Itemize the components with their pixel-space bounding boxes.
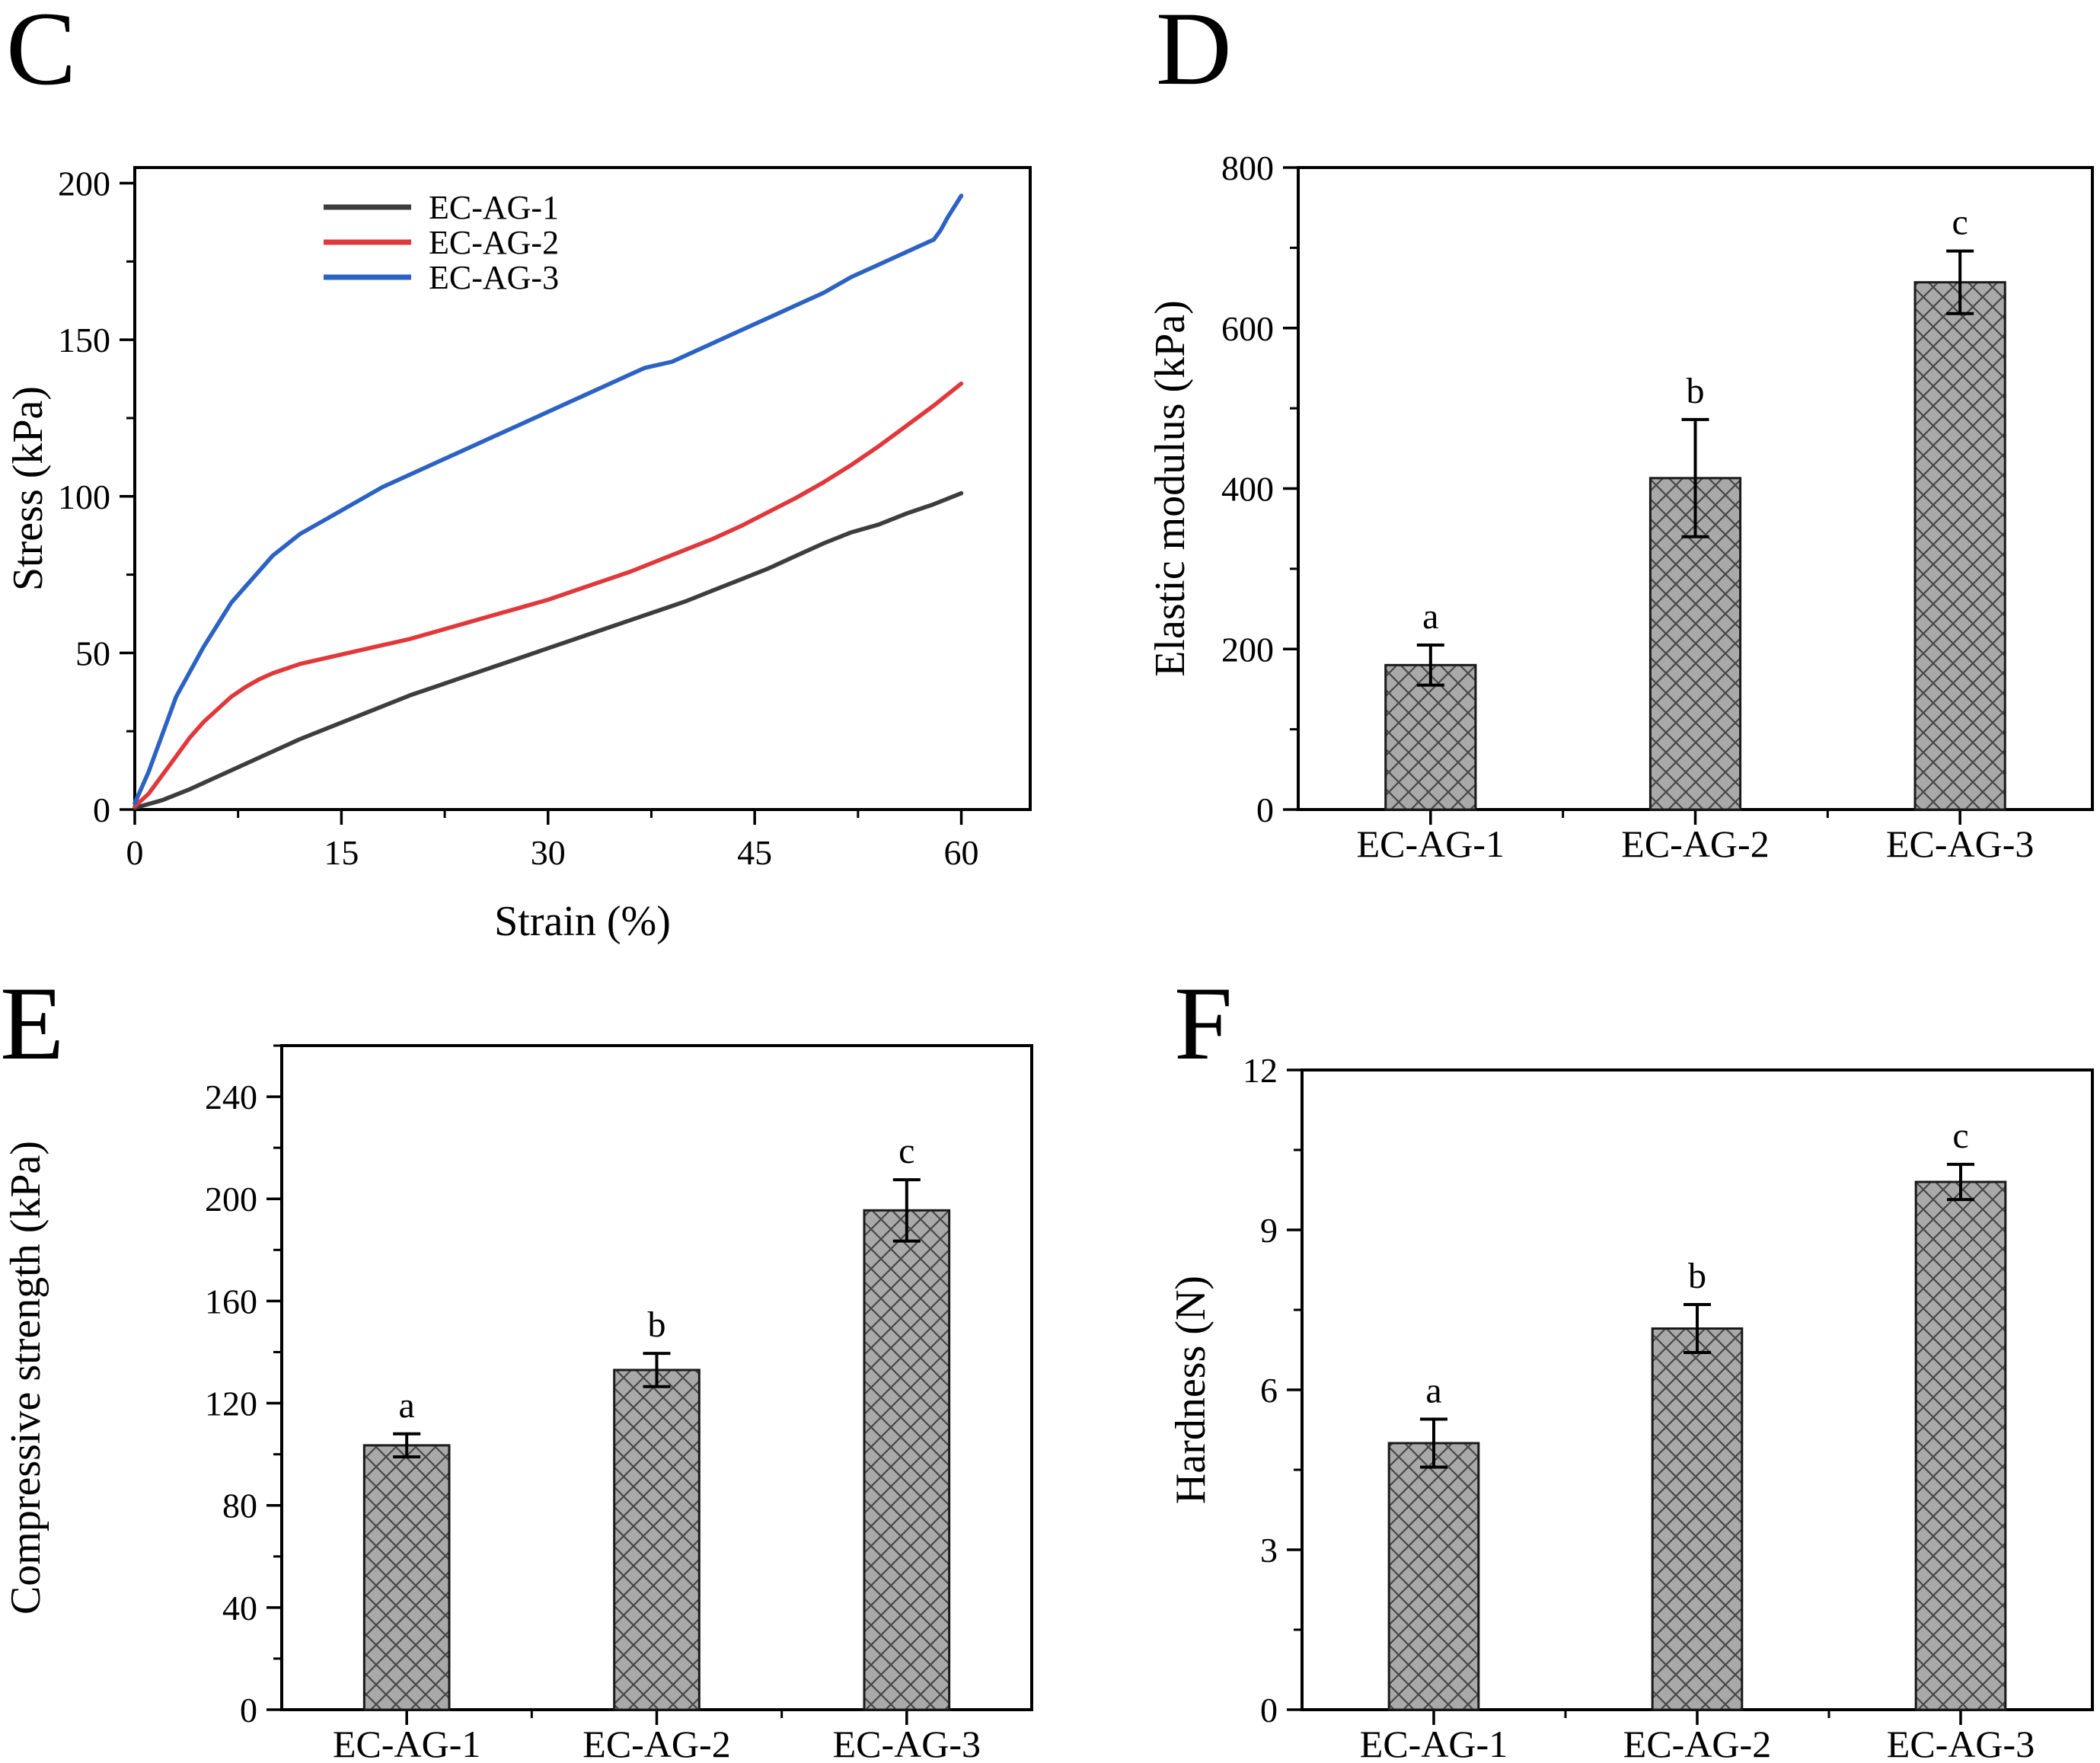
category-label: EC-AG-2	[1623, 1723, 1771, 1763]
y-tick-label: 9	[1260, 1211, 1278, 1250]
y-tick-label: 100	[58, 477, 110, 516]
error-bar-EC-AG-1	[1416, 643, 1444, 687]
y-tick-label: 0	[93, 790, 110, 829]
series-line-EC-AG-2	[132, 381, 964, 809]
y-tick-label: 240	[205, 1078, 257, 1116]
series-line-EC-AG-1	[132, 490, 964, 810]
bar-EC-AG-3	[863, 1209, 951, 1711]
significance-letter: a	[399, 1385, 415, 1426]
y-tick-label: 200	[1221, 630, 1274, 669]
category-label: EC-AG-1	[333, 1723, 480, 1763]
bar-EC-AG-3	[1913, 281, 2006, 811]
panel-label-c: C	[6, 0, 77, 107]
panel-label-e: E	[0, 965, 65, 1081]
bar-EC-AG-2	[613, 1369, 701, 1711]
y-axis: 0 3 6 9 12	[1243, 1051, 1302, 1729]
y-tick-label: 150	[58, 321, 110, 359]
x-axis: EC-AG-1 EC-AG-2 EC-AG-3	[333, 1710, 981, 1763]
series-line-EC-AG-3	[132, 193, 964, 806]
error-bar-EC-AG-3	[1947, 1162, 1974, 1202]
category-label: EC-AG-3	[1887, 1723, 2035, 1763]
elastic-modulus-bar-chart: 0 200 400 600 800 Elastic modulus (kPa) EC-AG-…	[1147, 149, 2094, 865]
stress-strain-line-chart: 0 50 100 150 200 Stress (kPa) 0 15 30 45 60 Strain …	[5, 164, 1032, 945]
error-bar-EC-AG-1	[1420, 1417, 1447, 1469]
significance-letter: b	[1688, 1256, 1706, 1296]
y-axis: 0 40 80 120 160 200 240	[205, 1044, 282, 1729]
category-label: EC-AG-1	[1360, 1723, 1508, 1763]
y-tick-label: 400	[1221, 470, 1274, 509]
y-axis-title: Elastic modulus (kPa)	[1147, 300, 1194, 677]
y-tick-label: 12	[1243, 1051, 1278, 1090]
y-axis-title: Stress (kPa)	[5, 386, 52, 591]
error-bar-EC-AG-3	[892, 1178, 921, 1243]
x-axis: 0 15 30 45 60	[126, 810, 979, 872]
legend-label-EC-AG-3: EC-AG-3	[429, 259, 559, 296]
y-tick-label: 6	[1260, 1371, 1278, 1410]
x-tick-label: 30	[531, 833, 566, 872]
legend: EC-AG-1EC-AG-2EC-AG-3	[324, 189, 559, 296]
significance-letter: c	[1952, 203, 1968, 243]
y-tick-label: 80	[222, 1487, 257, 1525]
error-bar-EC-AG-1	[393, 1432, 421, 1458]
panel-label-f: F	[1174, 965, 1233, 1081]
significance-letter: b	[1687, 371, 1705, 411]
significance-letter: c	[1952, 1116, 1968, 1156]
error-bar-EC-AG-2	[1684, 1303, 1711, 1354]
y-tick-label: 40	[222, 1589, 257, 1627]
error-bar-EC-AG-2	[1681, 417, 1709, 538]
category-label: EC-AG-2	[1621, 822, 1769, 865]
significance-letter: a	[1422, 596, 1438, 637]
plot-border	[133, 166, 1032, 811]
y-axis: 0 200 400 600 800	[1221, 149, 1298, 829]
compressive-strength-bar-chart: 0 40 80 120 160 200 240 Compressive strength (k…	[2, 1044, 1033, 1763]
y-tick-label: 160	[205, 1282, 257, 1321]
y-axis-title: Compressive strength (kPa)	[2, 1141, 49, 1614]
category-label: EC-AG-2	[582, 1723, 730, 1763]
y-tick-label: 0	[1260, 1691, 1278, 1729]
error-bar-EC-AG-3	[1946, 249, 1974, 315]
category-label: EC-AG-3	[833, 1723, 981, 1763]
bar-EC-AG-1	[1384, 663, 1477, 811]
bar-EC-AG-3	[1914, 1180, 2007, 1711]
y-axis: 0 50 100 150 200	[58, 164, 135, 829]
x-axis-title: Strain (%)	[494, 898, 671, 945]
y-tick-label: 200	[205, 1180, 257, 1218]
bar-EC-AG-1	[1387, 1442, 1480, 1711]
y-axis-title: Hardness (N)	[1167, 1276, 1214, 1504]
y-tick-label: 600	[1221, 309, 1274, 348]
y-tick-label: 800	[1221, 149, 1274, 187]
y-tick-label: 200	[58, 164, 110, 203]
x-axis: EC-AG-1 EC-AG-2 EC-AG-3	[1357, 810, 2034, 865]
y-tick-label: 3	[1260, 1531, 1278, 1570]
y-tick-label: 120	[205, 1385, 257, 1423]
y-tick-label: 50	[75, 634, 110, 672]
legend-label-EC-AG-2: EC-AG-2	[429, 224, 559, 261]
legend-label-EC-AG-1: EC-AG-1	[429, 189, 559, 226]
bar-EC-AG-1	[362, 1444, 451, 1711]
significance-letter: c	[898, 1131, 914, 1171]
x-tick-label: 60	[944, 833, 979, 872]
category-label: EC-AG-3	[1886, 822, 2034, 865]
bar-EC-AG-2	[1651, 1327, 1744, 1711]
category-label: EC-AG-1	[1357, 822, 1505, 865]
x-tick-label: 45	[737, 833, 772, 872]
y-tick-label: 0	[240, 1691, 257, 1729]
x-tick-label: 0	[126, 833, 144, 872]
x-tick-label: 15	[324, 833, 359, 872]
hardness-bar-chart: 0 3 6 9 12 Hardness (N) EC-AG-1 EC-AG-2 EC-AG-3 a…	[1167, 1051, 2094, 1763]
x-axis: EC-AG-1 EC-AG-2 EC-AG-3	[1360, 1710, 2035, 1763]
significance-letter: a	[1425, 1371, 1441, 1411]
y-tick-label: 0	[1256, 790, 1274, 829]
error-bar-EC-AG-2	[643, 1352, 671, 1388]
panel-label-d: D	[1156, 0, 1232, 107]
significance-letter: b	[648, 1305, 666, 1345]
